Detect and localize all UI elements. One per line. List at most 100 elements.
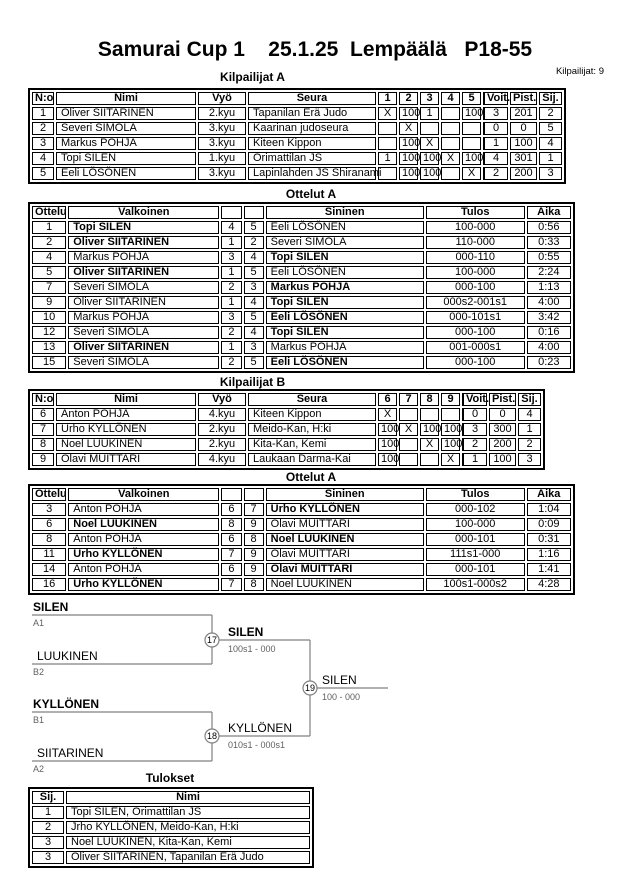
result-cell: 100 (441, 423, 462, 436)
competitor-row: 6 Anton POHJA 4.kyu Kiteen Kippon X 0 0 … (32, 408, 541, 421)
competitor-place: 4 (539, 137, 562, 150)
blue-competitor: Noel LUUKINEN (265, 533, 424, 546)
match-time: 2:24 (526, 266, 571, 279)
white-number: 8 (221, 518, 242, 531)
col-header-place: Sij. (518, 393, 541, 406)
white-competitor: Severi SIMOLA (68, 326, 220, 339)
competitor-name: Olavi MUITTARI (56, 453, 196, 466)
col-header-wins: Voit. (462, 393, 489, 406)
competitor-number: 6 (32, 408, 54, 421)
col-header-points: Pist. (510, 92, 537, 105)
col-header-belt: Vyö (198, 92, 246, 105)
blue-competitor: Olavi MUITTARI (265, 548, 424, 561)
white-number: 6 (221, 533, 242, 546)
blue-competitor: Urho KYLLÖNEN (265, 503, 424, 516)
competitor-belt: 1.kyu (198, 152, 246, 165)
result-cell: 100 (420, 152, 441, 165)
blue-number: 5 (243, 266, 264, 279)
result-cell (399, 408, 418, 421)
bracket-score: 100 - 000 (322, 692, 360, 702)
bracket-seed: B2 (33, 667, 44, 677)
blue-number: 3 (243, 281, 264, 294)
competitor-wins: 4 (483, 152, 508, 165)
section-label-results: Tulokset (145, 771, 195, 785)
header-row: Ottelu Valkoinen Sininen Tulos Aika (32, 488, 571, 501)
col-header-score: Tulos (425, 206, 525, 219)
competitor-club: Kiteen Kippon (248, 137, 376, 150)
blue-competitor: Markus POHJA (265, 341, 424, 354)
result-cell (420, 453, 439, 466)
match-time: 3:42 (526, 311, 571, 324)
competitor-club: Laukaan Darma-Kai (248, 453, 376, 466)
result-cell (441, 408, 460, 421)
competitor-points: 301 (510, 152, 537, 165)
blue-competitor: Eeli LÖSÖNEN (265, 311, 424, 324)
competitor-belt: 3.kyu (198, 122, 246, 135)
bracket-match-number: 17 (207, 635, 217, 645)
result-name: Oliver SIITARINEN, Tapanilan Erä Judo (66, 851, 310, 864)
section-label-pool-a: Kilpailijat A (220, 70, 285, 84)
blue-number: 4 (243, 251, 264, 264)
match-score: 100-000 (425, 518, 525, 531)
col-header-name: Nimi (56, 393, 196, 406)
competitor-points: 200 (510, 167, 537, 180)
col-header-club: Seura (248, 92, 376, 105)
col-header-blue: Sininen (265, 488, 424, 501)
col-header-r4: 9 (441, 393, 460, 406)
blue-number: 8 (243, 578, 264, 591)
white-competitor: Severi SIMOLA (68, 356, 220, 369)
competitor-points: 100 (510, 137, 537, 150)
col-header-wins: Voit. (483, 92, 510, 105)
col-header-name: Nimi (66, 791, 310, 804)
col-header-r1: 6 (378, 393, 397, 406)
match-score: 000s2-001s1 (425, 296, 525, 309)
result-cell (399, 453, 418, 466)
competitor-number: 1 (32, 107, 54, 120)
match-row: 9 Oliver SIITARINEN 1 4 Topi SILEN 000s2… (32, 296, 571, 309)
result-cell: X (462, 167, 481, 180)
result-cell: 100 (420, 423, 441, 436)
competitor-belt: 4.kyu (198, 453, 246, 466)
white-number: 3 (221, 251, 242, 264)
match-number: 8 (32, 533, 67, 546)
competitor-name: Urho KYLLÖNEN (56, 423, 196, 436)
blue-number: 5 (243, 356, 264, 369)
competitor-wins: 3 (462, 423, 487, 436)
col-header-no: N:o (32, 393, 54, 406)
match-time: 1:41 (526, 563, 571, 576)
match-score: 000-110 (425, 251, 525, 264)
competitor-place: 1 (539, 152, 562, 165)
result-cell (462, 137, 481, 150)
match-number: 9 (32, 296, 67, 309)
result-cell: 100 (399, 152, 420, 165)
blue-competitor: Eeli LÖSÖNEN (265, 356, 424, 369)
match-score: 000-101s1 (425, 311, 525, 324)
header-row: Sij. Nimi (32, 791, 310, 804)
competitor-place: 4 (518, 408, 541, 421)
bracket-seed: A2 (33, 764, 44, 774)
match-score: 111s1-000 (425, 548, 525, 561)
result-cell: 100 (378, 453, 399, 466)
result-name: Noel LUUKINEN, Kita-Kan, Kemi (66, 836, 310, 849)
competitor-points: 0 (510, 122, 537, 135)
bracket-score: 100s1 - 000 (228, 644, 276, 654)
result-place: 2 (32, 821, 64, 834)
white-number: 7 (221, 548, 242, 561)
competitor-wins: 1 (483, 137, 508, 150)
match-row: 1 Topi SILEN 4 5 Eeli LÖSÖNEN 100-000 0:… (32, 221, 571, 234)
white-competitor: Oliver SIITARINEN (68, 266, 220, 279)
section-label-matches-b: Ottelut A (285, 470, 337, 484)
white-competitor: Anton POHJA (68, 503, 220, 516)
bracket-entry-name: SIITARINEN (37, 746, 103, 760)
result-cell (441, 137, 460, 150)
competitor-belt: 2.kyu (198, 107, 246, 120)
competitors-count: Kilpailijat: 9 (555, 66, 604, 77)
result-place: 1 (32, 806, 64, 819)
competitor-name: Noel LUUKINEN (56, 438, 196, 451)
match-number: 10 (32, 311, 67, 324)
competitor-club: Kaarinan judoseura (248, 122, 376, 135)
competitor-place: 2 (518, 438, 541, 451)
blue-number: 9 (243, 563, 264, 576)
match-time: 4:28 (526, 578, 571, 591)
match-number: 13 (32, 341, 67, 354)
